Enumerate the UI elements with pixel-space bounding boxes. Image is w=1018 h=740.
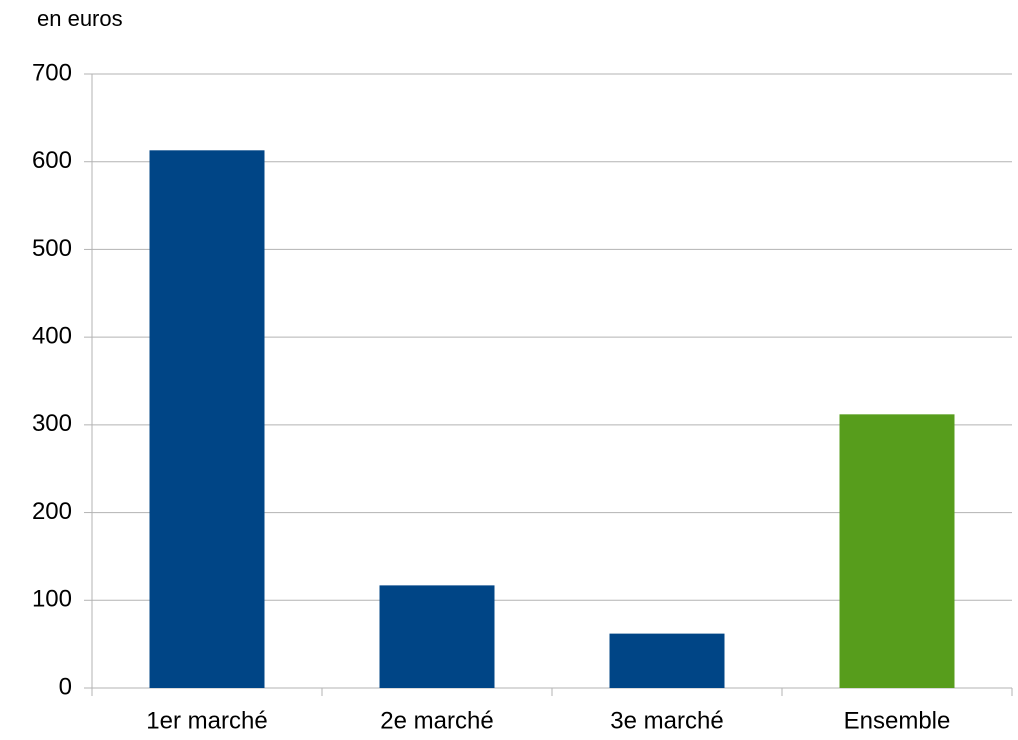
bar [379, 585, 495, 688]
x-tick-label: 3e marché [610, 707, 723, 734]
y-tick-label: 700 [32, 59, 72, 86]
bar [149, 150, 265, 689]
x-tick-label: 1er marché [146, 707, 267, 734]
x-tick-label: 2e marché [380, 707, 493, 734]
y-tick-label: 500 [32, 235, 72, 262]
bar [839, 414, 955, 688]
y-tick-label: 300 [32, 410, 72, 437]
y-axis-label: en euros [37, 6, 123, 31]
y-tick-label: 400 [32, 322, 72, 349]
y-tick-label: 200 [32, 498, 72, 525]
x-tick-label: Ensemble [844, 707, 951, 734]
y-tick-label: 100 [32, 586, 72, 613]
bar [609, 633, 725, 688]
y-tick-label: 0 [59, 673, 72, 700]
y-tick-label: 600 [32, 147, 72, 174]
